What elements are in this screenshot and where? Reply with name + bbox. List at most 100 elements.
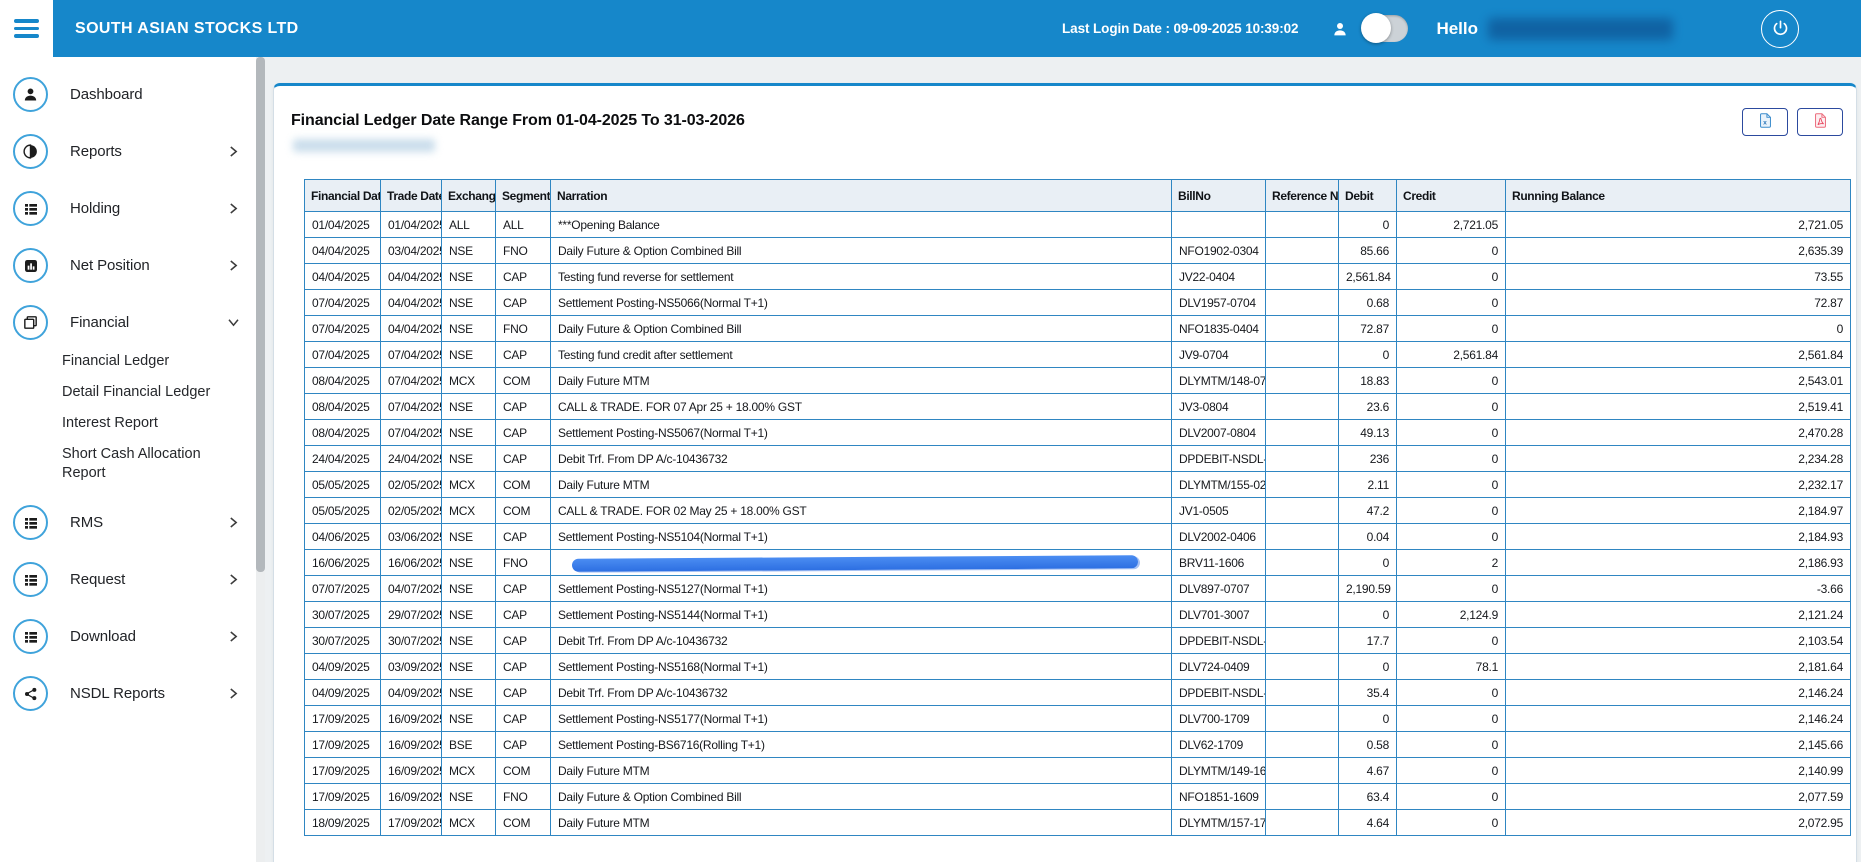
cell-credit: 0 bbox=[1396, 289, 1506, 316]
theme-toggle[interactable] bbox=[1361, 13, 1409, 43]
cell-billno: JV9-0704 bbox=[1171, 341, 1266, 368]
export-pdf-button[interactable] bbox=[1797, 108, 1843, 136]
cell-exchange: NSE bbox=[441, 315, 496, 342]
cell-exchange: NSE bbox=[441, 237, 496, 264]
user-icon[interactable] bbox=[1332, 20, 1348, 38]
cell-billno: JV3-0804 bbox=[1171, 393, 1266, 420]
cell-debit: 0 bbox=[1338, 601, 1397, 628]
cell-narration: Settlement Posting-NS5104(Normal T+1) bbox=[550, 523, 1172, 550]
sidebar-group-dashboard: Dashboard bbox=[0, 71, 256, 118]
cell-exchange: NSE bbox=[441, 679, 496, 706]
sidebar-item-download[interactable]: Download bbox=[0, 613, 256, 660]
cell-exchange: NSE bbox=[441, 549, 496, 576]
cell-credit: 0 bbox=[1396, 809, 1506, 836]
cell-debit: 63.4 bbox=[1338, 783, 1397, 810]
sidebar-subitem-short-cash-allocation-report[interactable]: Short Cash Allocation Report bbox=[62, 446, 201, 481]
cell-billno: BRV11-1606 bbox=[1171, 549, 1266, 576]
cell-credit: 0 bbox=[1396, 731, 1506, 758]
chevron-right-icon bbox=[229, 686, 238, 701]
sidebar-group-nsdl-reports: NSDL Reports bbox=[0, 670, 256, 717]
power-icon bbox=[1773, 20, 1787, 36]
cell-exchange: MCX bbox=[441, 367, 496, 394]
cell-trade-date: 17/09/2025 bbox=[380, 809, 442, 836]
cell-billno: NFO1835-0404 bbox=[1171, 315, 1266, 342]
sidebar-item-request[interactable]: Request bbox=[0, 556, 256, 603]
export-excel-button[interactable]: x bbox=[1742, 108, 1788, 136]
cell-running-balance: 2,186.93 bbox=[1505, 549, 1851, 576]
sidebar-subitem-interest-report[interactable]: Interest Report bbox=[62, 415, 158, 431]
cell-debit: 85.66 bbox=[1338, 237, 1397, 264]
sidebar-item-nsdl-reports[interactable]: NSDL Reports bbox=[0, 670, 256, 717]
cell-trade-date: 01/04/2025 bbox=[380, 211, 442, 238]
cell-billno: NFO1902-0304 bbox=[1171, 237, 1266, 264]
cell-debit: 0.58 bbox=[1338, 731, 1397, 758]
cell-exchange: MCX bbox=[441, 471, 496, 498]
cell-debit: 35.4 bbox=[1338, 679, 1397, 706]
cell-financial-date: 07/04/2025 bbox=[304, 289, 381, 316]
cell-reference-no bbox=[1265, 315, 1339, 342]
cell-segment: COM bbox=[495, 757, 551, 784]
cell-exchange: NSE bbox=[441, 601, 496, 628]
cell-billno: DLV897-0707 bbox=[1171, 575, 1266, 602]
cell-segment: FNO bbox=[495, 315, 551, 342]
cell-running-balance: 2,181.64 bbox=[1505, 653, 1851, 680]
sidebar-group-rms: RMS bbox=[0, 499, 256, 546]
cell-trade-date: 04/04/2025 bbox=[380, 289, 442, 316]
cell-exchange: NSE bbox=[441, 653, 496, 680]
sidebar-item-net-position[interactable]: Net Position bbox=[0, 242, 256, 289]
sidebar-group-reports: Reports bbox=[0, 128, 256, 175]
cell-narration: Testing fund credit after settlement bbox=[550, 341, 1172, 368]
cell-debit: 23.6 bbox=[1338, 393, 1397, 420]
sidebar-item-financial[interactable]: Financial bbox=[0, 299, 256, 346]
menu-button[interactable] bbox=[0, 0, 53, 57]
sidebar-item-reports[interactable]: Reports bbox=[0, 128, 256, 175]
table-row: 07/04/2025 07/04/2025 NSE CAP Testing fund c… bbox=[304, 341, 1851, 368]
table-row: 08/04/2025 07/04/2025 MCX COM Daily Future M… bbox=[304, 367, 1851, 394]
cell-reference-no bbox=[1265, 783, 1339, 810]
cell-narration: Daily Future & Option Combined Bill bbox=[550, 783, 1172, 810]
sidebar-item-rms[interactable]: RMS bbox=[0, 499, 256, 546]
cell-narration: Daily Future MTM bbox=[550, 367, 1172, 394]
cell-narration: Settlement Posting-NS5168(Normal T+1) bbox=[550, 653, 1172, 680]
redacted-client-info bbox=[293, 139, 435, 152]
cell-debit: 18.83 bbox=[1338, 367, 1397, 394]
cell-trade-date: 07/04/2025 bbox=[380, 393, 442, 420]
cell-reference-no bbox=[1265, 497, 1339, 524]
cell-trade-date: 29/07/2025 bbox=[380, 601, 442, 628]
cell-billno: NFO1851-1609 bbox=[1171, 783, 1266, 810]
cell-segment: CAP bbox=[495, 575, 551, 602]
sidebar-item-label: RMS bbox=[70, 514, 104, 531]
cell-reference-no bbox=[1265, 601, 1339, 628]
cell-billno: DLV2007-0804 bbox=[1171, 419, 1266, 446]
sidebar-item-dashboard[interactable]: Dashboard bbox=[0, 71, 256, 118]
chevron-right-icon bbox=[229, 572, 238, 587]
cell-reference-no bbox=[1265, 809, 1339, 836]
hamburger-icon bbox=[14, 19, 39, 23]
cell-billno: DLV724-0409 bbox=[1171, 653, 1266, 680]
main-content: Financial Ledger Date Range From 01-04-2… bbox=[265, 57, 1861, 862]
sidebar-subitem-financial-ledger[interactable]: Financial Ledger bbox=[62, 353, 170, 369]
scrollbar-thumb[interactable] bbox=[256, 57, 265, 573]
sidebar-item-label: Dashboard bbox=[70, 86, 143, 103]
cell-exchange: NSE bbox=[441, 341, 496, 368]
cell-segment: CAP bbox=[495, 601, 551, 628]
table-row: 17/09/2025 16/09/2025 BSE CAP Settlement Pos… bbox=[304, 731, 1851, 758]
table-row: 08/04/2025 07/04/2025 NSE CAP Settlement Pos… bbox=[304, 419, 1851, 446]
list-icon bbox=[13, 619, 48, 654]
sidebar-item-holding[interactable]: Holding bbox=[0, 185, 256, 232]
cell-segment: COM bbox=[495, 497, 551, 524]
contrast-icon bbox=[13, 134, 48, 169]
list-icon bbox=[13, 562, 48, 597]
cell-billno: DLV701-3007 bbox=[1171, 601, 1266, 628]
column-header-billno: BillNo bbox=[1171, 179, 1266, 212]
cell-exchange: NSE bbox=[441, 419, 496, 446]
cell-segment: COM bbox=[495, 367, 551, 394]
cell-financial-date: 17/09/2025 bbox=[304, 705, 381, 732]
table-row: 04/04/2025 03/04/2025 NSE FNO Daily Future &… bbox=[304, 237, 1851, 264]
logout-button[interactable] bbox=[1761, 9, 1799, 48]
sidebar-subitem-detail-financial-ledger[interactable]: Detail Financial Ledger bbox=[62, 384, 211, 400]
user-icon bbox=[13, 77, 48, 112]
cell-trade-date: 02/05/2025 bbox=[380, 471, 442, 498]
table-row: 04/04/2025 04/04/2025 NSE CAP Testing fund r… bbox=[304, 263, 1851, 290]
sidebar-scrollbar[interactable] bbox=[256, 57, 265, 862]
